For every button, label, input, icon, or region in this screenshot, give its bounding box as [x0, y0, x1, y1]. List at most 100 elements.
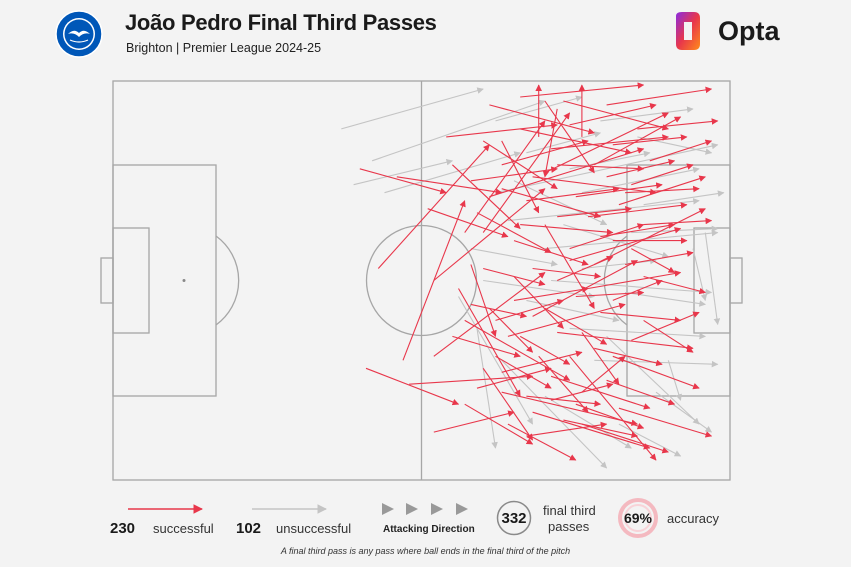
successful-pass-87 [612, 134, 688, 146]
successful-pass-96 [476, 366, 552, 389]
unsuccessful-pass-5 [507, 198, 700, 222]
unsuccessful-pass-18 [581, 166, 700, 194]
successful-pass-73 [464, 403, 534, 445]
unsuccessful-pass-0 [341, 87, 484, 130]
successful-pass-102 [625, 250, 694, 266]
successful-pass-68 [600, 311, 682, 324]
attacking-direction-icon [382, 503, 468, 515]
left-goal [100, 257, 114, 304]
successful-count: 230 [110, 520, 136, 537]
total-passes-label-1: final third [543, 503, 596, 518]
unsuccessful-pass-4 [495, 142, 719, 194]
pitch-markings [100, 80, 743, 481]
unsuccessful-pass-10 [458, 296, 534, 425]
successful-pass-91 [495, 298, 565, 321]
successful-pass-30 [365, 367, 460, 406]
successful-pass-76 [606, 379, 676, 406]
successful-pass-70 [519, 335, 571, 365]
successful-pass-93 [532, 267, 602, 280]
successful-pass-46 [618, 407, 713, 438]
successful-pass-40 [458, 288, 521, 397]
successful-pass-17 [513, 276, 564, 329]
successful-pass-59 [532, 176, 657, 196]
unsuccessful-pass-16 [470, 248, 558, 267]
successful-pass-33 [501, 391, 639, 426]
total-passes-ring [496, 500, 532, 536]
unsuccessful-pass-7 [551, 279, 713, 296]
successful-pass-53 [569, 223, 645, 250]
pitch-chart [100, 80, 743, 481]
successful-pass-13 [482, 140, 558, 190]
successful-pass-58 [649, 139, 713, 162]
successful-pass-31 [409, 373, 534, 385]
successful-pass-62 [470, 166, 558, 182]
successful-pass-86 [569, 103, 657, 126]
total-passes-label-2: passes [548, 519, 590, 534]
successful-pass-63 [501, 139, 589, 166]
successful-pass-101 [612, 279, 663, 301]
successful-pass-22 [542, 108, 558, 178]
accuracy-ring-inner [624, 504, 652, 532]
unsuccessful-pass-1 [371, 99, 546, 162]
successful-pass-11 [563, 100, 669, 131]
successful-pass-72 [495, 355, 552, 389]
successful-pass-92 [513, 286, 589, 301]
successful-pass-84 [557, 164, 645, 172]
successful-pass-0 [359, 168, 447, 195]
total-passes-count: 332 [501, 510, 527, 527]
successful-pass-18 [489, 308, 534, 353]
unsuccessful-pass-34 [618, 423, 682, 457]
successful-pass-90 [470, 303, 528, 319]
unsuccessful-pass-25 [637, 136, 713, 155]
unsuccessful-count: 102 [236, 520, 262, 537]
successful-pass-9 [594, 116, 682, 166]
successful-pass-81 [446, 122, 558, 138]
left-six-yard-box [112, 227, 150, 334]
unsuccessful-pass-12 [501, 359, 608, 469]
unsuccessful-pass-20 [526, 299, 620, 323]
opta-logo-icon [676, 12, 700, 50]
successful-pass-34 [550, 375, 651, 410]
successful-pass-94 [557, 206, 632, 218]
unsuccessful-pass-24 [643, 190, 725, 206]
successful-pass-16 [544, 224, 595, 309]
successful-pass-85 [575, 182, 663, 198]
successful-pass-104 [606, 158, 676, 178]
successful-pass-52 [544, 100, 595, 174]
successful-pass-103 [600, 222, 676, 238]
unsuccessful-pass-30 [692, 248, 708, 302]
successful-pass-71 [538, 355, 589, 413]
unsuccessful-pass-31 [704, 232, 721, 326]
successful-pass-41 [482, 367, 534, 441]
successful-pass-89 [643, 217, 713, 226]
successful-pass-61 [483, 267, 546, 287]
unsuccessful-passes [341, 87, 725, 469]
successful-pass-10 [606, 86, 713, 106]
successful-pass-15 [520, 224, 614, 236]
successful-pass-65 [551, 134, 669, 150]
successful-pass-8 [489, 147, 645, 198]
successful-pass-25 [569, 227, 682, 262]
accuracy-label: accuracy [667, 511, 720, 526]
successful-pass-97 [501, 350, 583, 373]
successful-pass-1 [377, 144, 490, 269]
unsuccessful-pass-33 [655, 391, 713, 433]
successful-pass-83 [520, 82, 645, 98]
successful-pass-36 [581, 332, 620, 385]
accuracy-ring-outer [618, 498, 658, 538]
successful-pass-47 [544, 307, 608, 345]
unsuccessful-pass-13 [544, 395, 632, 449]
right-goal [729, 257, 743, 304]
unsuccessful-pass-22 [581, 257, 657, 270]
unsuccessful-pass-2 [384, 151, 521, 194]
left-penalty-arc [215, 235, 240, 326]
page-title: João Pedro Final Third Passes [125, 10, 437, 35]
legend [128, 498, 658, 538]
opta-brand [668, 10, 798, 54]
successful-pass-19 [470, 264, 497, 338]
successful-pass-3 [433, 188, 546, 281]
successful-pass-78 [631, 311, 700, 341]
unsuccessful-pass-23 [625, 291, 706, 307]
unsuccessful-pass-28 [600, 106, 694, 122]
successful-pass-38 [532, 411, 651, 450]
